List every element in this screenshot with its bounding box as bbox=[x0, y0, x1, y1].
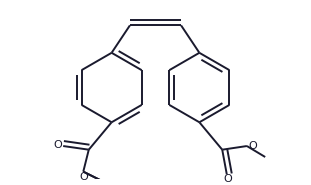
Text: O: O bbox=[223, 174, 232, 184]
Text: O: O bbox=[248, 141, 257, 151]
Text: O: O bbox=[53, 140, 62, 150]
Text: O: O bbox=[79, 172, 88, 182]
